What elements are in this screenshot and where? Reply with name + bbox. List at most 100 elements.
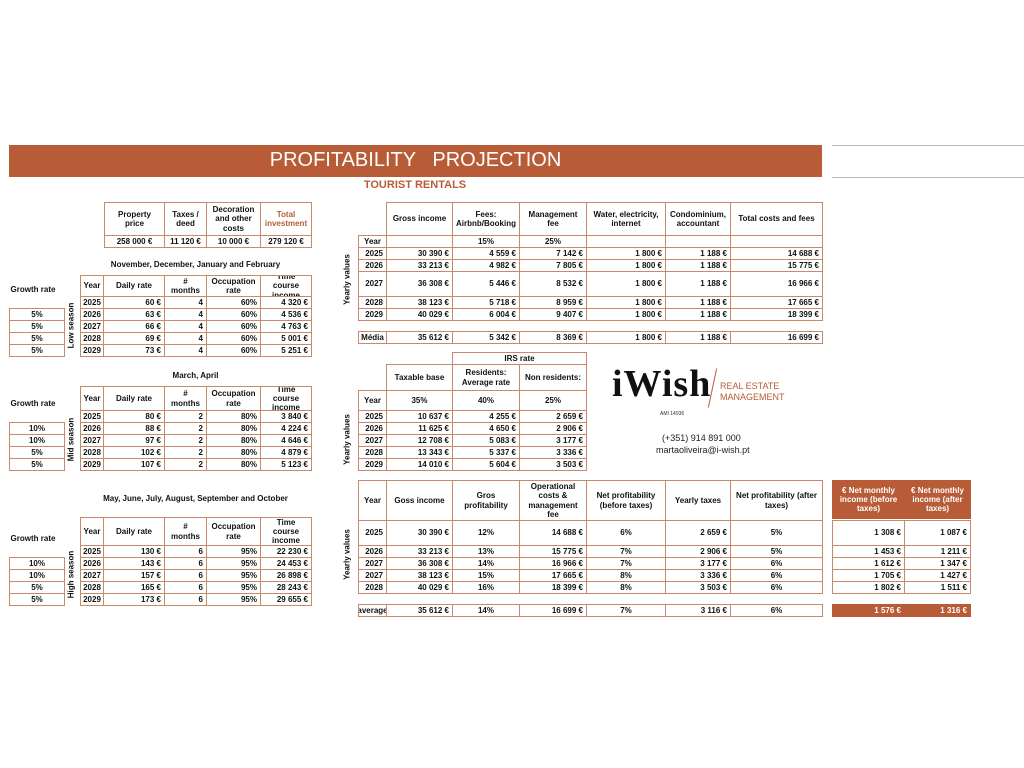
- growth-label: Growth rate: [10, 534, 56, 543]
- cell: 73 €: [103, 344, 165, 357]
- cell: 7%: [586, 604, 666, 617]
- license: AMI 14936: [660, 411, 685, 417]
- cell: € Net monthly income (before taxes): [832, 480, 905, 519]
- cell: Média: [358, 331, 387, 344]
- cell: Total costs and fees: [730, 202, 823, 236]
- cell: 8 369 €: [519, 331, 587, 344]
- cell: 95%: [206, 593, 261, 606]
- phone: (+351) 914 891 000: [662, 433, 741, 443]
- cell: 1 800 €: [586, 308, 666, 321]
- cell: 1 188 €: [665, 308, 731, 321]
- growth-label: Growth rate: [10, 399, 56, 408]
- cell: Net profitability (before taxes): [586, 480, 666, 521]
- cell: average: [358, 604, 387, 617]
- subtitle: TOURIST RENTALS: [363, 179, 467, 191]
- cell: 5 604 €: [452, 458, 520, 471]
- rule: [832, 145, 1024, 146]
- cell: Daily rate: [103, 275, 165, 297]
- cell: Year: [80, 386, 104, 411]
- cell: 14 010 €: [386, 458, 453, 471]
- cell: 2029: [358, 458, 387, 471]
- cell: 6%: [730, 581, 823, 594]
- cell: # months: [164, 386, 207, 411]
- cell: 80%: [206, 458, 261, 471]
- cell: 10 000 €: [206, 235, 261, 248]
- side-label: Yearly values: [342, 529, 352, 580]
- cell: Gros profitability: [452, 480, 520, 521]
- cell: 1 800 €: [586, 331, 666, 344]
- cell: # months: [164, 275, 207, 297]
- cell: 40 029 €: [386, 308, 453, 321]
- cell: 3 116 €: [665, 604, 731, 617]
- cell: 2: [164, 458, 207, 471]
- cell: 6 004 €: [452, 308, 520, 321]
- cell: Occupation rate: [206, 275, 261, 297]
- cell: Decoration and other costs: [206, 202, 261, 236]
- cell: Goss income: [386, 480, 453, 521]
- cell: Total investment: [260, 202, 312, 236]
- cell: 173 €: [103, 593, 165, 606]
- cell: Management fee: [519, 202, 587, 236]
- cell: 5%: [9, 593, 65, 606]
- tagline: REAL ESTATE MANAGEMENT: [720, 381, 785, 402]
- cell: Occupation rate: [206, 517, 261, 546]
- title: PROFITABILITY PROJECTION: [269, 149, 562, 171]
- cell: 1 576 €: [832, 604, 905, 617]
- cell: Year: [80, 275, 104, 297]
- cell: 40 029 €: [386, 581, 453, 594]
- cell: Time course income: [260, 275, 312, 297]
- cell: 60%: [206, 344, 261, 357]
- cell: 8 532 €: [519, 271, 587, 297]
- title-bar: [9, 145, 822, 177]
- cell: 2029: [80, 344, 104, 357]
- cell: 1 188 €: [665, 331, 731, 344]
- email: martaoliveira@i-wish.pt: [656, 445, 750, 455]
- cell: 2 659 €: [665, 520, 731, 546]
- cell: 35 612 €: [386, 331, 453, 344]
- season-title: March, April: [172, 371, 219, 380]
- cell: 8%: [586, 581, 666, 594]
- cell: Operational costs & management fee: [519, 480, 587, 521]
- side-label: Yearly values: [342, 254, 352, 305]
- cell: 16%: [452, 581, 520, 594]
- cell: Time course income: [260, 517, 312, 546]
- cell: 5%: [9, 458, 65, 471]
- cell: 12%: [452, 520, 520, 546]
- cell: Non residents:: [519, 364, 587, 391]
- cell: 5 342 €: [452, 331, 520, 344]
- cell: 14 688 €: [519, 520, 587, 546]
- cell: 9 407 €: [519, 308, 587, 321]
- logo: iWish: [612, 363, 712, 405]
- cell: 1 511 €: [904, 581, 971, 594]
- cell: 3 503 €: [665, 581, 731, 594]
- cell: 1 802 €: [832, 581, 905, 594]
- cell: 5 123 €: [260, 458, 312, 471]
- cell: 16 699 €: [730, 331, 823, 344]
- cell: Gross income: [386, 202, 453, 236]
- cell: 1 308 €: [832, 520, 905, 546]
- cell: Daily rate: [103, 386, 165, 411]
- cell: Net profitability (after taxes): [730, 480, 823, 521]
- cell: Year: [80, 517, 104, 546]
- side-label: Mid season: [66, 417, 76, 462]
- cell: 18 399 €: [519, 581, 587, 594]
- cell: 16 966 €: [730, 271, 823, 297]
- cell: 18 399 €: [730, 308, 823, 321]
- cell: 6%: [586, 520, 666, 546]
- cell: # months: [164, 517, 207, 546]
- cell: 4: [164, 344, 207, 357]
- season-title: November, December, January and February: [110, 260, 281, 269]
- cell: 16 699 €: [519, 604, 587, 617]
- cell: 5 251 €: [260, 344, 312, 357]
- cell: 258 000 €: [104, 235, 165, 248]
- cell: 6%: [730, 604, 823, 617]
- cell: 1 087 €: [904, 520, 971, 546]
- cell: Yearly taxes: [665, 480, 731, 521]
- cell: 2028: [358, 581, 387, 594]
- side-label: Yearly values: [342, 414, 352, 465]
- cell: Taxes / deed: [164, 202, 207, 236]
- cell: Condominium, accountant: [665, 202, 731, 236]
- cell: 279 120 €: [260, 235, 312, 248]
- season-title: May, June, July, August, September and O…: [103, 494, 288, 503]
- cell: 35 612 €: [386, 604, 453, 617]
